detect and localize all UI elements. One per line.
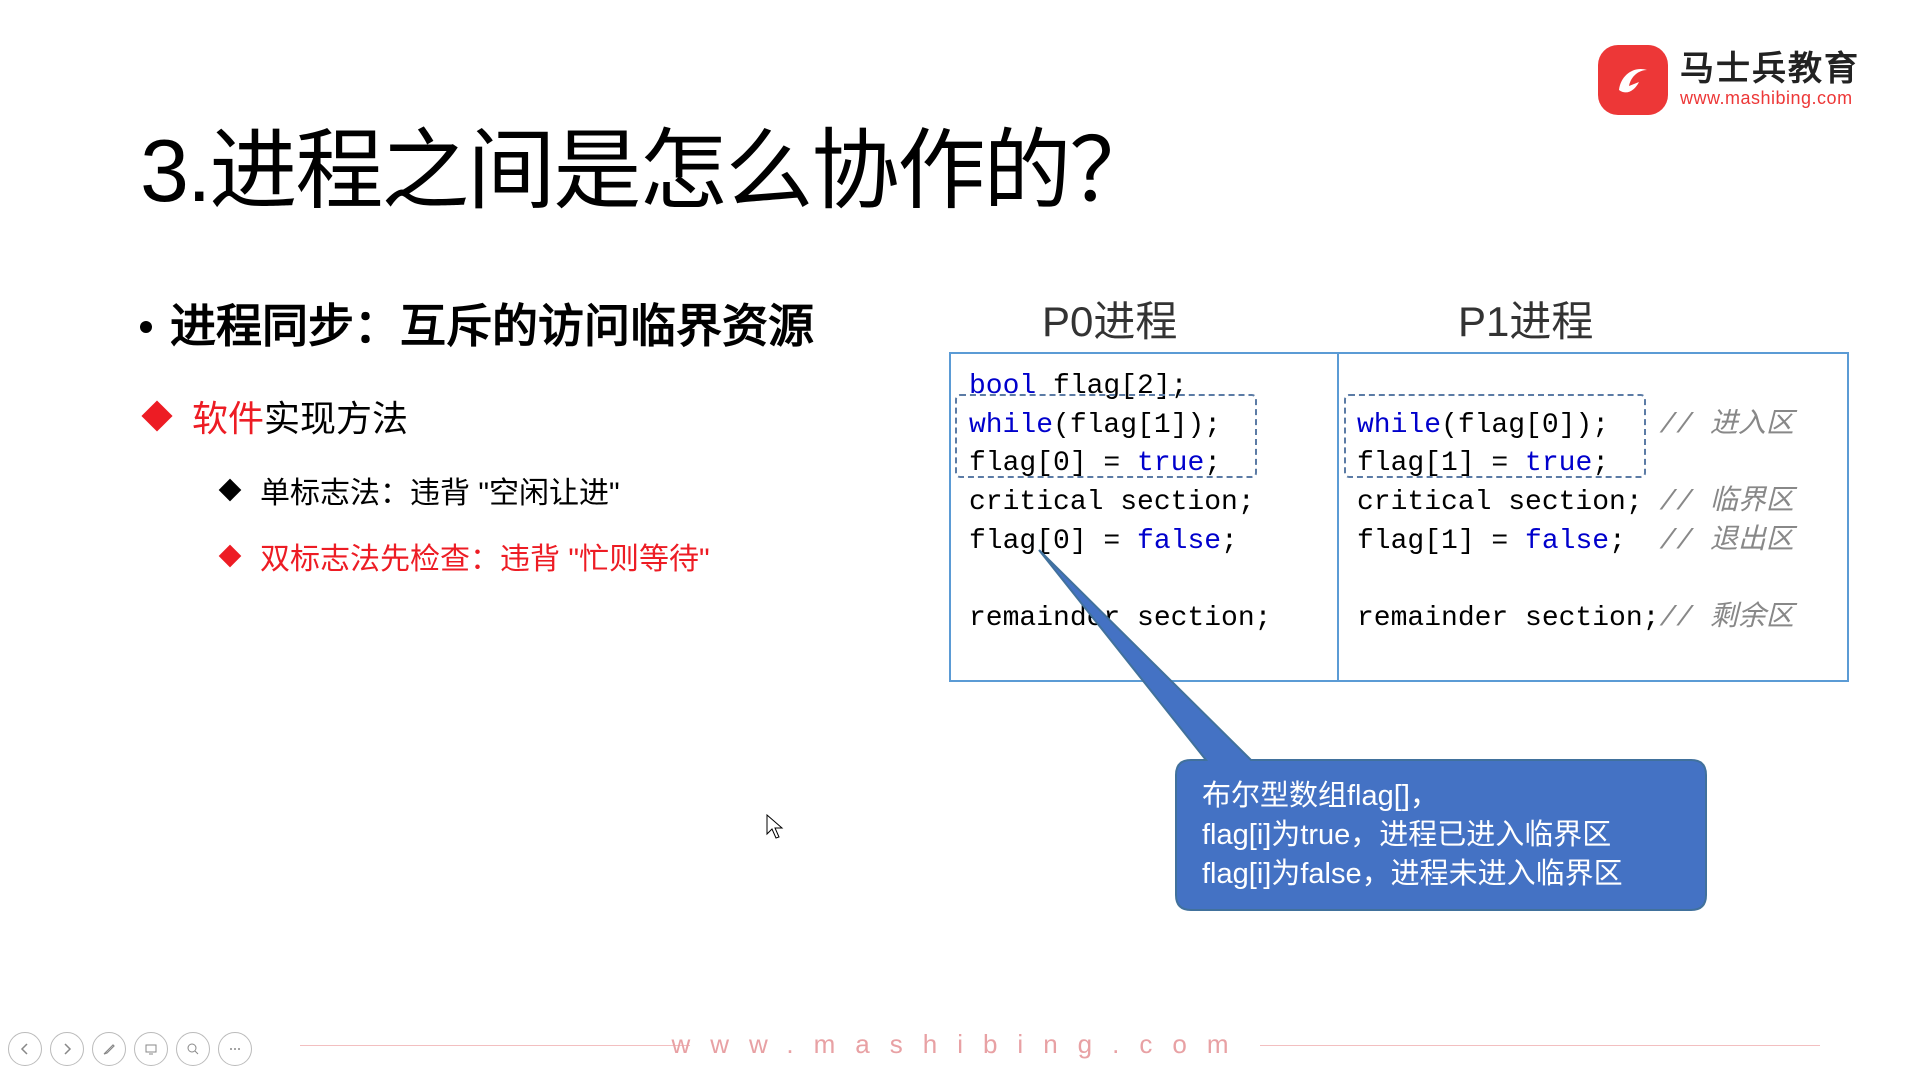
content-block: 进程同步：互斥的访问临界资源 软件实现方法 单标志法：违背 "空闲让进" 双标志… bbox=[140, 290, 940, 600]
p1-header: P1进程 bbox=[1458, 288, 1593, 349]
slide: 马士兵教育 www.mashibing.com 3.进程之间是怎么协作的？ 进程… bbox=[0, 0, 1920, 1080]
p0-l3a: flag[0] = bbox=[969, 448, 1137, 479]
p1-l5-kw: false bbox=[1525, 526, 1609, 557]
p1-c5: // 退出区 bbox=[1659, 526, 1793, 557]
logo-text: 马士兵教育 www.mashibing.com bbox=[1680, 51, 1860, 108]
p1-l3-kw: true bbox=[1525, 448, 1592, 479]
p0-l6: remainder section; bbox=[969, 603, 1271, 634]
p0-l3-kw: true bbox=[1137, 448, 1204, 479]
pen-icon[interactable] bbox=[92, 1032, 126, 1066]
code-p1: while(flag[0]); // 进入区 flag[1] = true; c… bbox=[1339, 354, 1847, 680]
p0-header: P0进程 bbox=[1042, 288, 1177, 349]
p0-l5a: flag[0] = bbox=[969, 526, 1137, 557]
p0-l5-kw: false bbox=[1137, 526, 1221, 557]
code-p0: bool flag[2]; while(flag[1]); flag[0] = … bbox=[951, 354, 1339, 680]
p1-l4: critical section; bbox=[1357, 487, 1643, 518]
p1-c2: // 进入区 bbox=[1659, 410, 1793, 441]
diamond-red-small-icon bbox=[219, 545, 242, 568]
p1-l2-rest: (flag[0]); bbox=[1441, 410, 1609, 441]
bullet1-text: 进程同步：互斥的访问临界资源 bbox=[170, 300, 814, 352]
footer-url: www.mashibing.com bbox=[0, 1029, 1920, 1060]
logo-url: www.mashibing.com bbox=[1680, 89, 1860, 109]
diamond-red-icon bbox=[141, 400, 172, 431]
callout-line2: flag[i]为true，进程已进入临界区 bbox=[1202, 816, 1702, 855]
callout-line1: 布尔型数组flag[]， bbox=[1202, 777, 1702, 816]
code-block: bool flag[2]; while(flag[1]); flag[0] = … bbox=[949, 352, 1849, 682]
diamond-black-icon bbox=[219, 479, 242, 502]
bullet2-red: 软件 bbox=[192, 398, 264, 439]
callout-text: 布尔型数组flag[]， flag[i]为true，进程已进入临界区 flag[… bbox=[1202, 777, 1702, 894]
p1-l3a: flag[1] = bbox=[1357, 448, 1525, 479]
p1-l5b: ; bbox=[1609, 526, 1626, 557]
bullet-level2: 软件实现方法 bbox=[146, 390, 940, 442]
p0-l1-rest: flag[2]; bbox=[1036, 371, 1187, 402]
p1-l2-kw: while bbox=[1357, 410, 1441, 441]
zoom-icon[interactable] bbox=[176, 1032, 210, 1066]
p1-l6: remainder section; bbox=[1357, 603, 1659, 634]
footer-controls bbox=[8, 1032, 252, 1066]
p1-c6: // 剩余区 bbox=[1659, 603, 1793, 634]
p1-l3b: ; bbox=[1592, 448, 1609, 479]
p0-l2-kw: while bbox=[969, 410, 1053, 441]
p0-l3b: ; bbox=[1204, 448, 1221, 479]
bullet-level3a: 单标志法：违背 "空闲让进" bbox=[222, 468, 940, 512]
next-icon[interactable] bbox=[50, 1032, 84, 1066]
cursor-icon bbox=[766, 814, 784, 840]
p0-l4: critical section; bbox=[969, 487, 1255, 518]
p0-l2-rest: (flag[1]); bbox=[1053, 410, 1221, 441]
more-icon[interactable] bbox=[218, 1032, 252, 1066]
logo-cn: 马士兵教育 bbox=[1680, 51, 1860, 88]
callout-line3: flag[i]为false，进程未进入临界区 bbox=[1202, 855, 1702, 894]
bullet-level3b: 双标志法先检查：违背 "忙则等待" bbox=[222, 534, 940, 578]
bullet3a-text: 单标志法：违背 "空闲让进" bbox=[260, 468, 620, 512]
bullet3b-text: 双标志法先检查：违背 "忙则等待" bbox=[260, 534, 710, 578]
brand-logo: 马士兵教育 www.mashibing.com bbox=[1598, 45, 1860, 115]
p0-l1-kw: bool bbox=[969, 371, 1036, 402]
p1-c4: // 临界区 bbox=[1659, 487, 1793, 518]
bullet-dot-icon bbox=[140, 321, 152, 333]
bullet-level1: 进程同步：互斥的访问临界资源 bbox=[140, 290, 940, 356]
logo-icon bbox=[1598, 45, 1668, 115]
bullet2-rest: 实现方法 bbox=[264, 398, 408, 439]
slide-title: 3.进程之间是怎么协作的？ bbox=[140, 100, 1155, 227]
screen-icon[interactable] bbox=[134, 1032, 168, 1066]
p1-l5a: flag[1] = bbox=[1357, 526, 1525, 557]
p0-l5b: ; bbox=[1221, 526, 1238, 557]
prev-icon[interactable] bbox=[8, 1032, 42, 1066]
